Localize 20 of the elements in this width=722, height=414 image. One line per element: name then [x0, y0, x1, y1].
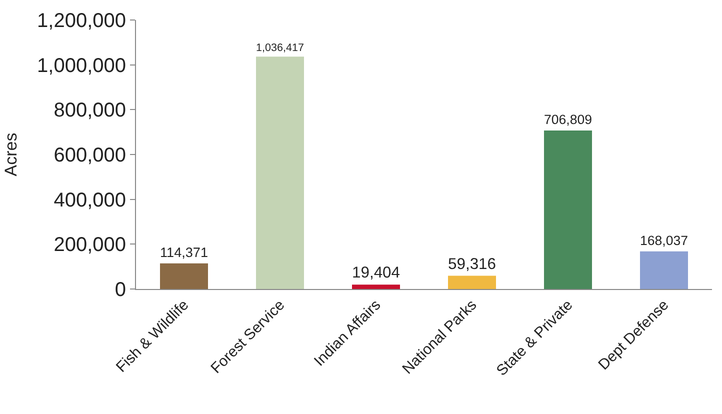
y-axis-title: Acres: [2, 132, 21, 176]
data-label: 114,371: [160, 244, 208, 260]
data-label: 706,809: [544, 112, 592, 128]
data-label: 168,037: [640, 233, 688, 248]
y-tick-label: 200,000: [54, 234, 126, 256]
y-tick-label: 1,000,000: [37, 54, 126, 77]
data-label: 1,036,417: [256, 42, 304, 54]
bar: [544, 130, 592, 289]
y-tick-label: 1,200,000: [37, 10, 126, 32]
bar: [640, 251, 688, 289]
bar: [352, 284, 400, 289]
data-label: 19,404: [352, 264, 400, 282]
y-tick-label: 400,000: [54, 189, 126, 212]
data-label: 59,316: [448, 256, 496, 273]
y-tick-label: 0: [114, 279, 126, 301]
y-tick-label: 800,000: [54, 100, 126, 122]
bar: [160, 263, 208, 289]
bar: [256, 56, 304, 289]
bar: [448, 276, 496, 289]
y-tick-label: 600,000: [54, 144, 126, 166]
